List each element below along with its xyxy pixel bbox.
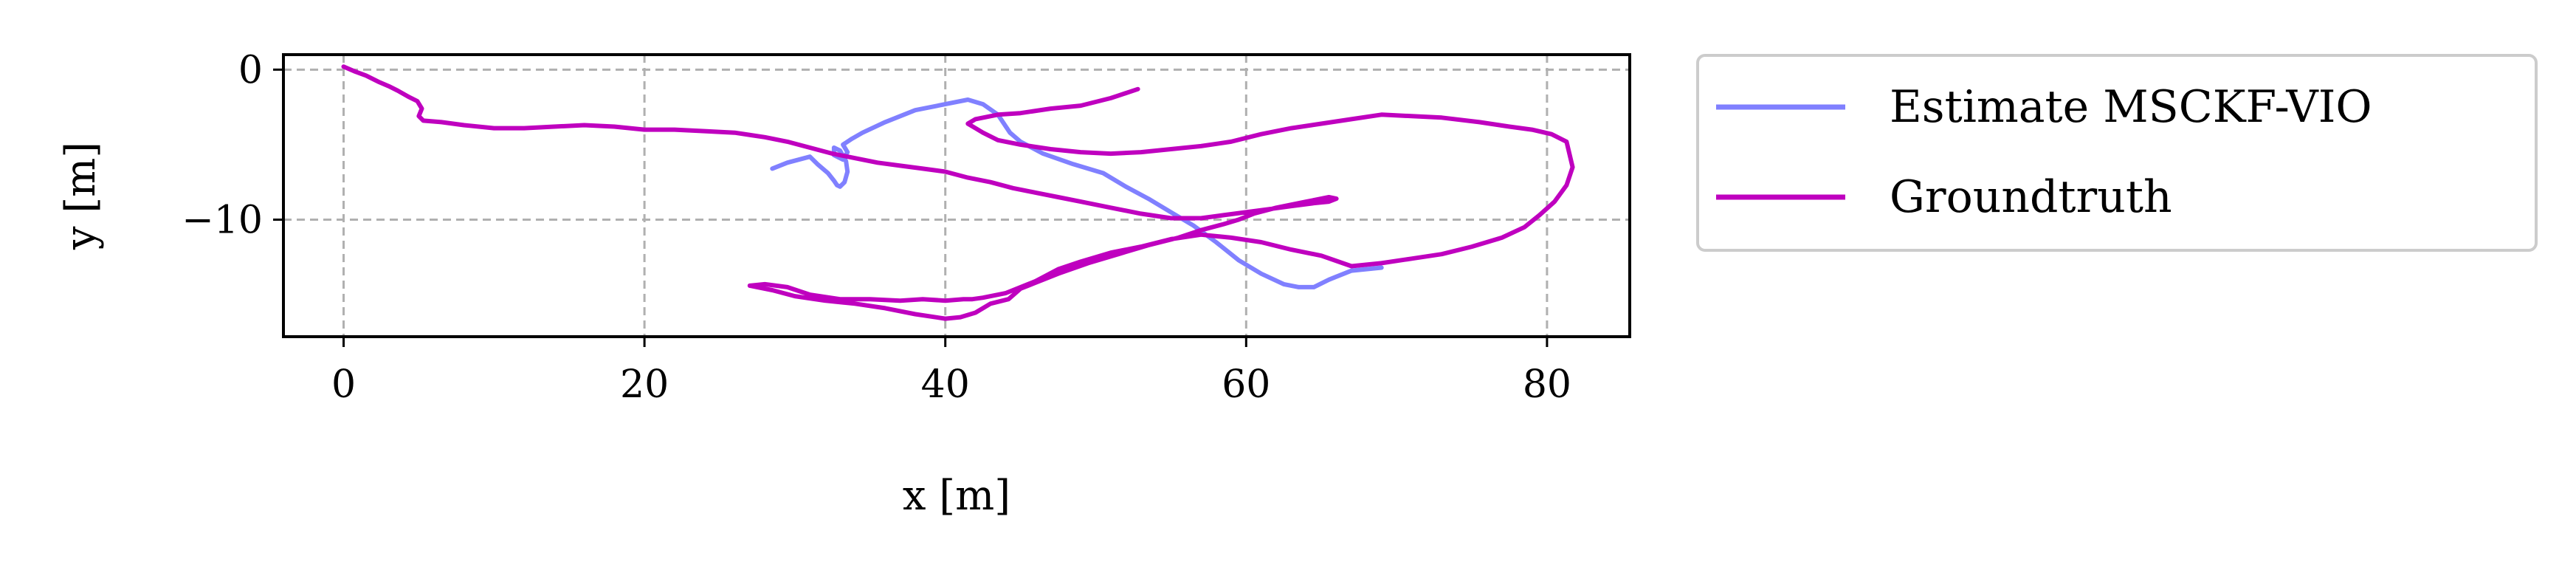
series-line-0 bbox=[770, 97, 1384, 289]
x-axis-label: x [m] bbox=[903, 472, 1010, 520]
axis-ticks: 0 20 40 60 80 0 −10 bbox=[182, 48, 1571, 407]
plot-frame bbox=[282, 53, 1631, 338]
legend: Estimate MSCKF-VIO Groundtruth bbox=[1696, 54, 2538, 252]
series-layer bbox=[341, 64, 1575, 321]
y-tick-label: 0 bbox=[238, 48, 263, 92]
legend-label-estimate: Estimate MSCKF-VIO bbox=[1890, 81, 2372, 133]
series-line-1 bbox=[341, 64, 1575, 321]
legend-label-groundtruth: Groundtruth bbox=[1890, 171, 2172, 223]
x-tick-label: 40 bbox=[921, 363, 970, 407]
y-axis-label: y [m] bbox=[57, 142, 105, 250]
y-tick-label: −10 bbox=[182, 199, 263, 243]
legend-box bbox=[1696, 54, 2538, 252]
x-tick-label: 0 bbox=[331, 363, 356, 407]
grid-lines bbox=[283, 55, 1630, 337]
x-tick-label: 80 bbox=[1523, 363, 1571, 407]
x-tick-label: 20 bbox=[620, 363, 669, 407]
x-tick-label: 60 bbox=[1222, 363, 1270, 407]
